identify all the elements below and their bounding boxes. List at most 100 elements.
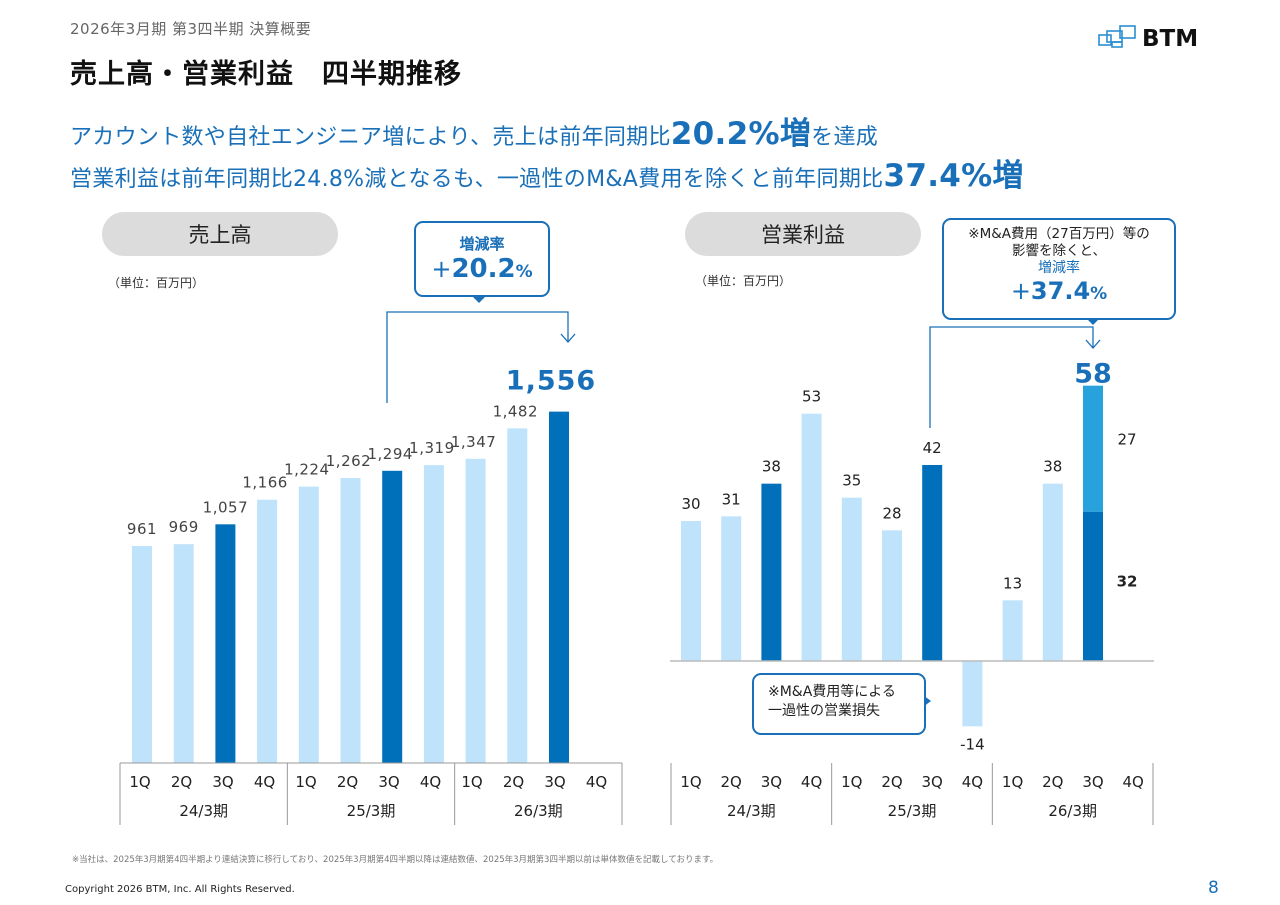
- percent: %: [1090, 284, 1108, 304]
- sales-data-label: 1,482: [493, 402, 538, 420]
- headline-op-text: 営業利益は前年同期比24.8%減となるも、一過性のM&A費用を除くと前年同期比: [70, 167, 884, 192]
- sales-quarter-label: 1Q: [295, 773, 316, 791]
- op-bar: [801, 413, 822, 661]
- sales-quarter-label: 2Q: [171, 773, 192, 791]
- btm-logo: BTM: [1098, 22, 1218, 52]
- op-quarter-label: 4Q: [962, 773, 983, 791]
- sales-data-label: 1,262: [326, 452, 371, 470]
- op-bar: [882, 530, 902, 661]
- op-segment-label: 32: [1117, 572, 1138, 590]
- sales-quarter-label: 3Q: [544, 773, 565, 791]
- sales-growth-value: +20.2%: [416, 254, 548, 284]
- slide-subtitle: 2026年3月期 第3四半期 決算概要: [70, 20, 312, 38]
- op-callout-note-line2: 影響を除くと、: [1012, 243, 1106, 259]
- op-quarter-label: 2Q: [1042, 773, 1063, 791]
- op-bar: [1042, 483, 1063, 661]
- sales-data-label: 1,319: [409, 439, 454, 457]
- op-data-label: 31: [722, 490, 741, 508]
- op-callout-note-line1: ※M&A費用（27百万円）等の: [968, 226, 1150, 242]
- op-quarter-label: 1Q: [1002, 773, 1023, 791]
- op-chart: 30 31 38 53 35 28 42 -14 13 38 32 27 58 1Q 2Q 3Q 4Q 1Q 2Q 3…: [670, 358, 1154, 825]
- op-bar: [761, 483, 782, 661]
- sales-bar: [215, 524, 236, 763]
- op-data-label: 35: [842, 472, 861, 490]
- op-data-label: 30: [681, 495, 700, 513]
- sales-quarter-label: 2Q: [503, 773, 524, 791]
- btm-logo-icon: BTM: [1098, 25, 1198, 52]
- arrow-down-icon: [560, 333, 576, 343]
- page-number: 8: [1208, 878, 1219, 898]
- op-data-label: 28: [882, 504, 901, 522]
- op-data-label: 42: [923, 439, 942, 457]
- one-time-loss-callout: ※M&A費用等による 一過性の営業損失: [752, 673, 926, 735]
- logo-text: BTM: [1142, 26, 1198, 52]
- sales-quarter-label: 2Q: [337, 773, 358, 791]
- op-section-label: 営業利益: [685, 212, 921, 256]
- op-quarter-label: 2Q: [881, 773, 902, 791]
- headline-sales-suffix: を達成: [811, 125, 879, 150]
- op-bar: [1002, 600, 1023, 661]
- headline-op-highlight: 37.4%増: [883, 158, 1024, 194]
- sales-growth-callout: 増減率 +20.2%: [414, 221, 550, 297]
- op-quarter-label: 3Q: [1082, 773, 1103, 791]
- op-stacked-segment: [1083, 511, 1103, 661]
- headline-sales-highlight: 20.2%増: [670, 116, 812, 152]
- sales-bar: [257, 499, 278, 763]
- op-period-label: 26/3期: [1048, 802, 1097, 820]
- sales-bar: [507, 428, 528, 763]
- sales-bar: [423, 465, 444, 763]
- slide-title: 売上高・営業利益 四半期推移: [70, 59, 462, 90]
- op-quarter-label: 4Q: [801, 773, 822, 791]
- sign: +: [1010, 277, 1031, 305]
- sales-period-label: 25/3期: [347, 802, 396, 820]
- op-quarter-label: 4Q: [1123, 773, 1144, 791]
- number: 20.2: [451, 254, 516, 284]
- sales-data-label: 1,294: [367, 445, 412, 463]
- sales-growth-label: 増減率: [459, 235, 505, 253]
- op-bar: [841, 497, 862, 661]
- op-bar: [721, 516, 742, 661]
- sign: +: [431, 255, 452, 283]
- op-period-label: 25/3期: [888, 802, 937, 820]
- sales-bar: [132, 546, 152, 763]
- op-growth-label: 増減率: [1038, 260, 1080, 276]
- op-data-label: -14: [960, 735, 985, 753]
- sales-quarter-label: 4Q: [586, 773, 607, 791]
- op-segment-label: 27: [1117, 431, 1136, 449]
- sales-bar: [382, 470, 403, 763]
- sales-period-label: 24/3期: [179, 802, 228, 820]
- op-unit-label: （単位：百万円）: [695, 274, 792, 288]
- sales-data-label: 961: [127, 520, 157, 538]
- sales-highlight-label: 1,556: [506, 366, 596, 397]
- headline-op: 営業利益は前年同期比24.8%減となるも、一過性のM&A費用を除くと前年同期比3…: [70, 150, 1024, 195]
- sales-section-label: 売上高: [102, 212, 338, 256]
- sales-data-label: 1,224: [284, 461, 329, 479]
- sales-data-label: 1,057: [203, 498, 248, 516]
- op-data-label: 13: [1003, 574, 1022, 592]
- op-bar: [922, 465, 943, 661]
- headline-sales-text: アカウント数や自社エンジニア増により、売上は前年同期比: [70, 125, 671, 150]
- op-stacked-segment: [1083, 385, 1103, 512]
- sales-bar: [465, 458, 486, 763]
- sales-growth-connector: [386, 296, 576, 403]
- op-data-label: 38: [762, 458, 781, 476]
- op-quarter-label: 2Q: [721, 773, 742, 791]
- sales-quarter-label: 3Q: [212, 773, 233, 791]
- op-growth-value: +37.4%: [944, 277, 1174, 308]
- sales-quarter-label: 4Q: [254, 773, 275, 791]
- op-highlight-label: 58: [1074, 358, 1112, 389]
- loss-note-line2: 一過性の営業損失: [768, 703, 880, 719]
- headline-sales: アカウント数や自社エンジニア増により、売上は前年同期比20.2%増を達成: [70, 108, 878, 153]
- percent: %: [515, 262, 533, 282]
- sales-quarter-label: 4Q: [420, 773, 441, 791]
- sales-data-label: 1,347: [451, 433, 496, 451]
- loss-note-line1: ※M&A費用等による: [768, 684, 896, 700]
- op-bar: [681, 521, 701, 661]
- sales-bar: [549, 411, 569, 763]
- op-period-label: 24/3期: [727, 802, 776, 820]
- op-data-label: 38: [1043, 458, 1062, 476]
- number: 37.4: [1030, 277, 1091, 305]
- sales-data-label: 1,166: [242, 474, 287, 492]
